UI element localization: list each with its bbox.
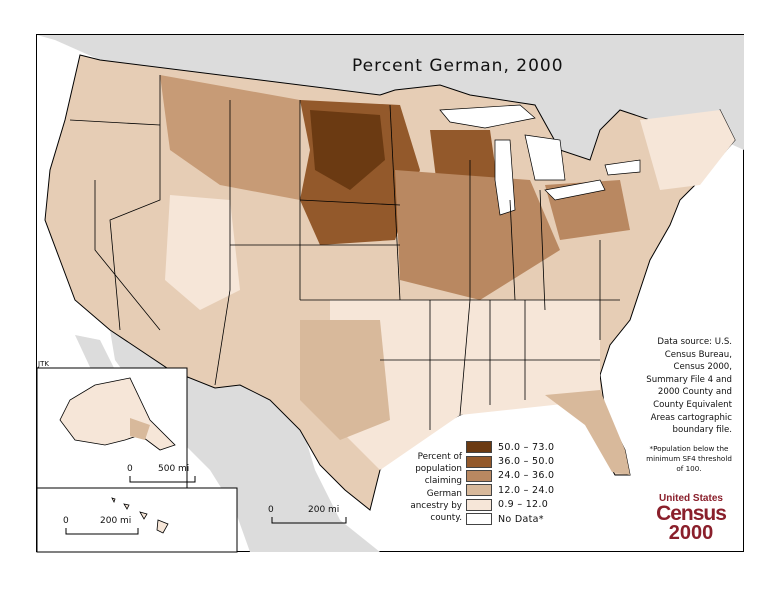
logo-line2: Census xyxy=(656,502,727,525)
legend-caption: Percent of population claiming German an… xyxy=(410,452,462,524)
scale-bar-alaska xyxy=(129,476,196,483)
border-il-in xyxy=(509,199,516,301)
alaska-dark xyxy=(130,418,150,440)
region-florida xyxy=(545,390,630,475)
legend-swatch xyxy=(466,469,492,482)
legend-label: 24.0 – 36.0 xyxy=(498,470,555,482)
scale-hawaii-distance: 200 mi xyxy=(100,516,132,526)
scale-alaska-zero: 0 xyxy=(127,464,133,474)
legend-swatch xyxy=(466,455,492,468)
scale-bar-hawaii xyxy=(65,528,139,535)
legend-swatch xyxy=(466,441,492,454)
state-borders xyxy=(69,75,620,430)
region-texas-mid xyxy=(300,320,390,440)
border-central xyxy=(214,100,231,386)
legend-row: 0.9 – 12.0 xyxy=(466,498,554,512)
legend-label: 50.0 – 73.0 xyxy=(498,441,555,453)
canada-land xyxy=(37,35,744,160)
legend-row: 50.0 – 73.0 xyxy=(466,440,554,454)
border-plains-east xyxy=(389,104,401,301)
footnote: *Population below the minimum SF4 thresh… xyxy=(646,444,732,473)
legend-row: 12.0 – 24.0 xyxy=(466,483,554,497)
legend-swatch xyxy=(466,498,492,511)
scale-alaska-distance: 500 mi xyxy=(158,464,190,474)
lake-michigan xyxy=(494,139,516,216)
lake-ontario xyxy=(604,159,641,176)
hawaii-islands xyxy=(111,497,169,534)
author-mark: JTK xyxy=(38,360,49,368)
logo-line1: United States xyxy=(659,493,723,504)
alaska-inset xyxy=(36,367,188,489)
legend-label: 0.9 – 12.0 xyxy=(498,499,549,511)
map-title: Percent German, 2000 xyxy=(352,56,564,76)
legend-label: 36.0 – 50.0 xyxy=(498,456,555,468)
legend-row: 24.0 – 36.0 xyxy=(466,469,554,483)
lake-superior xyxy=(439,104,536,129)
hawaii-inset xyxy=(36,487,238,553)
lake-erie xyxy=(544,179,606,201)
border-oh-in xyxy=(539,189,546,311)
legend-swatch xyxy=(466,513,492,526)
scale-conus-zero: 0 xyxy=(268,505,274,515)
scale-hawaii-zero: 0 xyxy=(63,516,69,526)
logo-line3: 2000 xyxy=(668,522,714,544)
legend-swatch xyxy=(466,484,492,497)
census-2000-logo: United States Census 2000 xyxy=(650,493,732,544)
legend-row: No Data* xyxy=(466,512,554,526)
region-south-light xyxy=(330,300,600,470)
border-wa-or xyxy=(69,119,161,126)
legend-label: No Data* xyxy=(498,513,544,525)
legend: 50.0 – 73.0 36.0 – 50.0 24.0 – 36.0 12.0… xyxy=(466,440,554,526)
region-newengland-light xyxy=(640,110,735,190)
scale-conus-distance: 200 mi xyxy=(308,505,340,515)
legend-label: 12.0 – 24.0 xyxy=(498,484,555,496)
scale-bar-conus xyxy=(271,517,347,524)
data-source-note: Data source: U.S. Census Bureau, Census … xyxy=(646,337,732,436)
region-utah-light xyxy=(165,195,240,310)
border-ne-ks xyxy=(299,199,401,206)
border-ca-nv xyxy=(94,180,161,331)
lake-huron xyxy=(524,134,566,181)
region-darkest-dakotas xyxy=(310,110,385,190)
region-midwest xyxy=(395,170,560,300)
legend-row: 36.0 – 50.0 xyxy=(466,454,554,468)
